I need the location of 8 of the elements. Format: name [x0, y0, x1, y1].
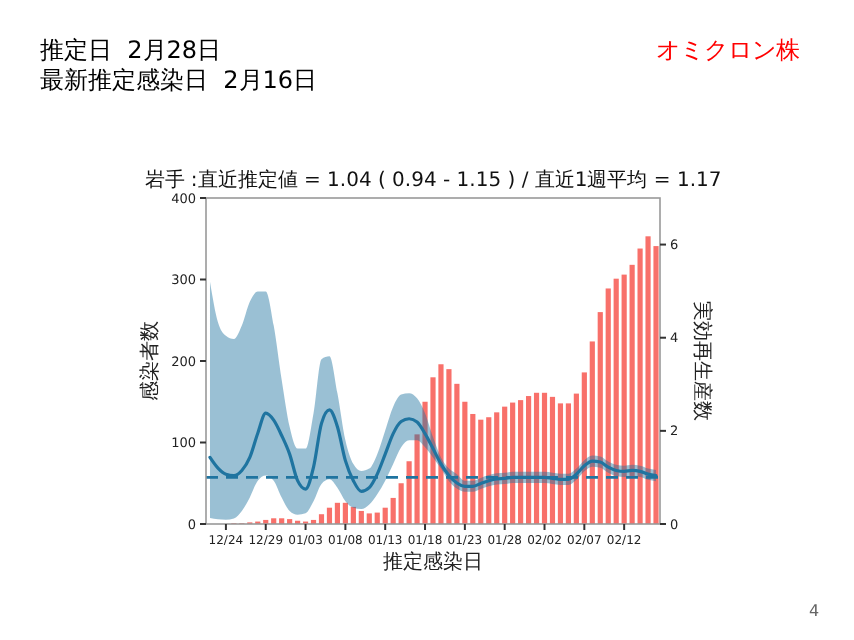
text: 推定日 2月28日 [40, 36, 222, 64]
text: オミクロン株 [656, 36, 800, 64]
text: 最新推定感染日 2月16日 [40, 66, 318, 94]
x-axis-title: 推定感染日 [383, 550, 483, 574]
y-axis-title: 感染者数 [138, 321, 162, 401]
chart-title: 岩手 :直近推定値 = 1.04 ( 0.94 - 1.15 ) / 直近1週平均 = 1.17 [144, 168, 722, 192]
text: 4 [808, 602, 820, 620]
y2-axis-title: 実効再生産数 [690, 301, 714, 421]
